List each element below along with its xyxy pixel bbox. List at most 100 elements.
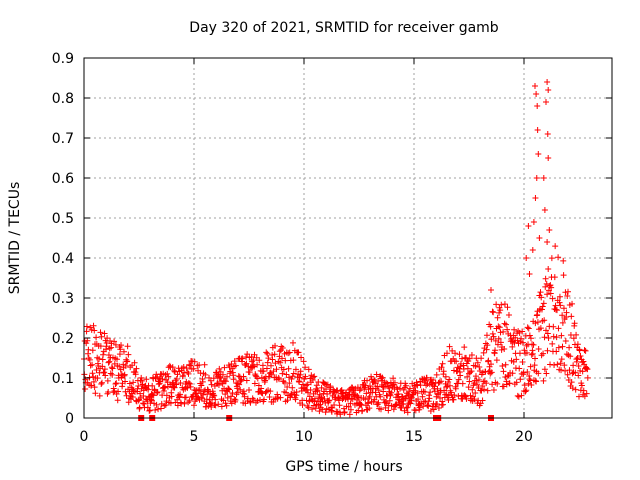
data-point — [125, 351, 132, 358]
data-point — [347, 406, 354, 413]
data-point — [169, 364, 176, 371]
data-point — [228, 393, 235, 400]
data-point — [487, 323, 494, 330]
data-point — [386, 397, 393, 404]
x-tick-label: 10 — [295, 429, 313, 445]
data-point — [109, 365, 116, 372]
data-point — [438, 364, 445, 371]
data-point — [400, 401, 407, 408]
data-point — [222, 391, 229, 398]
data-point — [521, 382, 528, 389]
data-point — [132, 371, 139, 378]
data-point — [483, 380, 490, 387]
data-point — [568, 379, 575, 386]
data-point — [286, 349, 293, 356]
data-point — [511, 326, 518, 333]
data-point — [91, 384, 98, 391]
x-tick-label: 5 — [190, 429, 199, 445]
data-point — [158, 405, 164, 412]
data-point — [494, 314, 501, 321]
y-tick-label: 0 — [65, 411, 74, 427]
data-point — [99, 363, 106, 370]
data-point — [97, 329, 104, 336]
data-point — [551, 306, 558, 313]
data-point — [562, 337, 569, 344]
data-point — [472, 363, 479, 370]
data-point — [419, 393, 426, 400]
data-point — [406, 385, 413, 392]
data-point — [516, 365, 523, 372]
data-point — [551, 274, 558, 281]
data-point — [557, 302, 564, 309]
data-point — [290, 339, 296, 346]
y-tick-label: 0.7 — [52, 131, 74, 147]
data-point — [246, 387, 252, 394]
data-point — [405, 388, 412, 395]
data-point — [479, 397, 486, 404]
data-point — [244, 351, 251, 358]
data-point — [504, 304, 511, 311]
data-point — [133, 365, 140, 372]
data-point — [324, 381, 331, 388]
data-point — [570, 362, 577, 369]
data-point — [456, 351, 463, 358]
data-point — [231, 396, 238, 403]
data-point — [375, 387, 382, 394]
data-point — [397, 385, 404, 392]
data-point — [395, 390, 402, 397]
data-point — [459, 355, 466, 362]
data-point — [459, 380, 466, 387]
data-point — [430, 376, 437, 383]
data-point — [354, 393, 361, 400]
data-point — [402, 382, 409, 389]
data-point — [264, 350, 271, 357]
data-point — [387, 392, 394, 399]
data-point — [564, 371, 571, 378]
data-point — [528, 351, 535, 358]
data-point — [347, 400, 354, 407]
data-point — [474, 381, 481, 388]
data-point — [478, 355, 485, 362]
data-point — [86, 374, 93, 381]
data-point — [251, 380, 258, 387]
data-point — [539, 303, 546, 310]
data-point — [96, 355, 103, 362]
data-point — [374, 383, 381, 390]
data-point-outlier — [533, 175, 540, 181]
data-point — [177, 391, 184, 398]
data-point — [363, 390, 370, 397]
data-point — [148, 396, 155, 403]
data-point — [277, 394, 284, 401]
data-point — [174, 402, 181, 409]
data-point — [161, 402, 168, 409]
data-point — [260, 368, 267, 375]
data-point — [577, 353, 584, 360]
data-point — [574, 341, 581, 348]
data-point — [290, 357, 297, 364]
data-point — [417, 382, 424, 389]
data-point — [403, 404, 410, 411]
data-point — [124, 343, 131, 350]
chart-title: Day 320 of 2021, SRMTID for receiver gam… — [189, 20, 499, 36]
data-point — [113, 391, 120, 398]
y-tick-label: 0.1 — [52, 371, 74, 387]
data-point — [90, 373, 97, 380]
data-point — [115, 388, 122, 395]
data-point — [186, 361, 193, 368]
data-point — [465, 384, 472, 391]
data-point — [190, 365, 197, 372]
data-point — [528, 381, 535, 388]
data-point — [433, 371, 440, 378]
data-point — [527, 335, 534, 342]
data-point — [237, 386, 244, 393]
data-point — [90, 378, 97, 385]
data-point — [206, 396, 213, 403]
data-point — [420, 398, 427, 405]
data-point — [484, 342, 491, 349]
data-point — [423, 374, 430, 381]
data-point — [382, 398, 389, 405]
data-point — [277, 359, 284, 366]
data-point — [239, 355, 246, 362]
data-point — [435, 405, 442, 412]
data-point — [464, 373, 471, 380]
